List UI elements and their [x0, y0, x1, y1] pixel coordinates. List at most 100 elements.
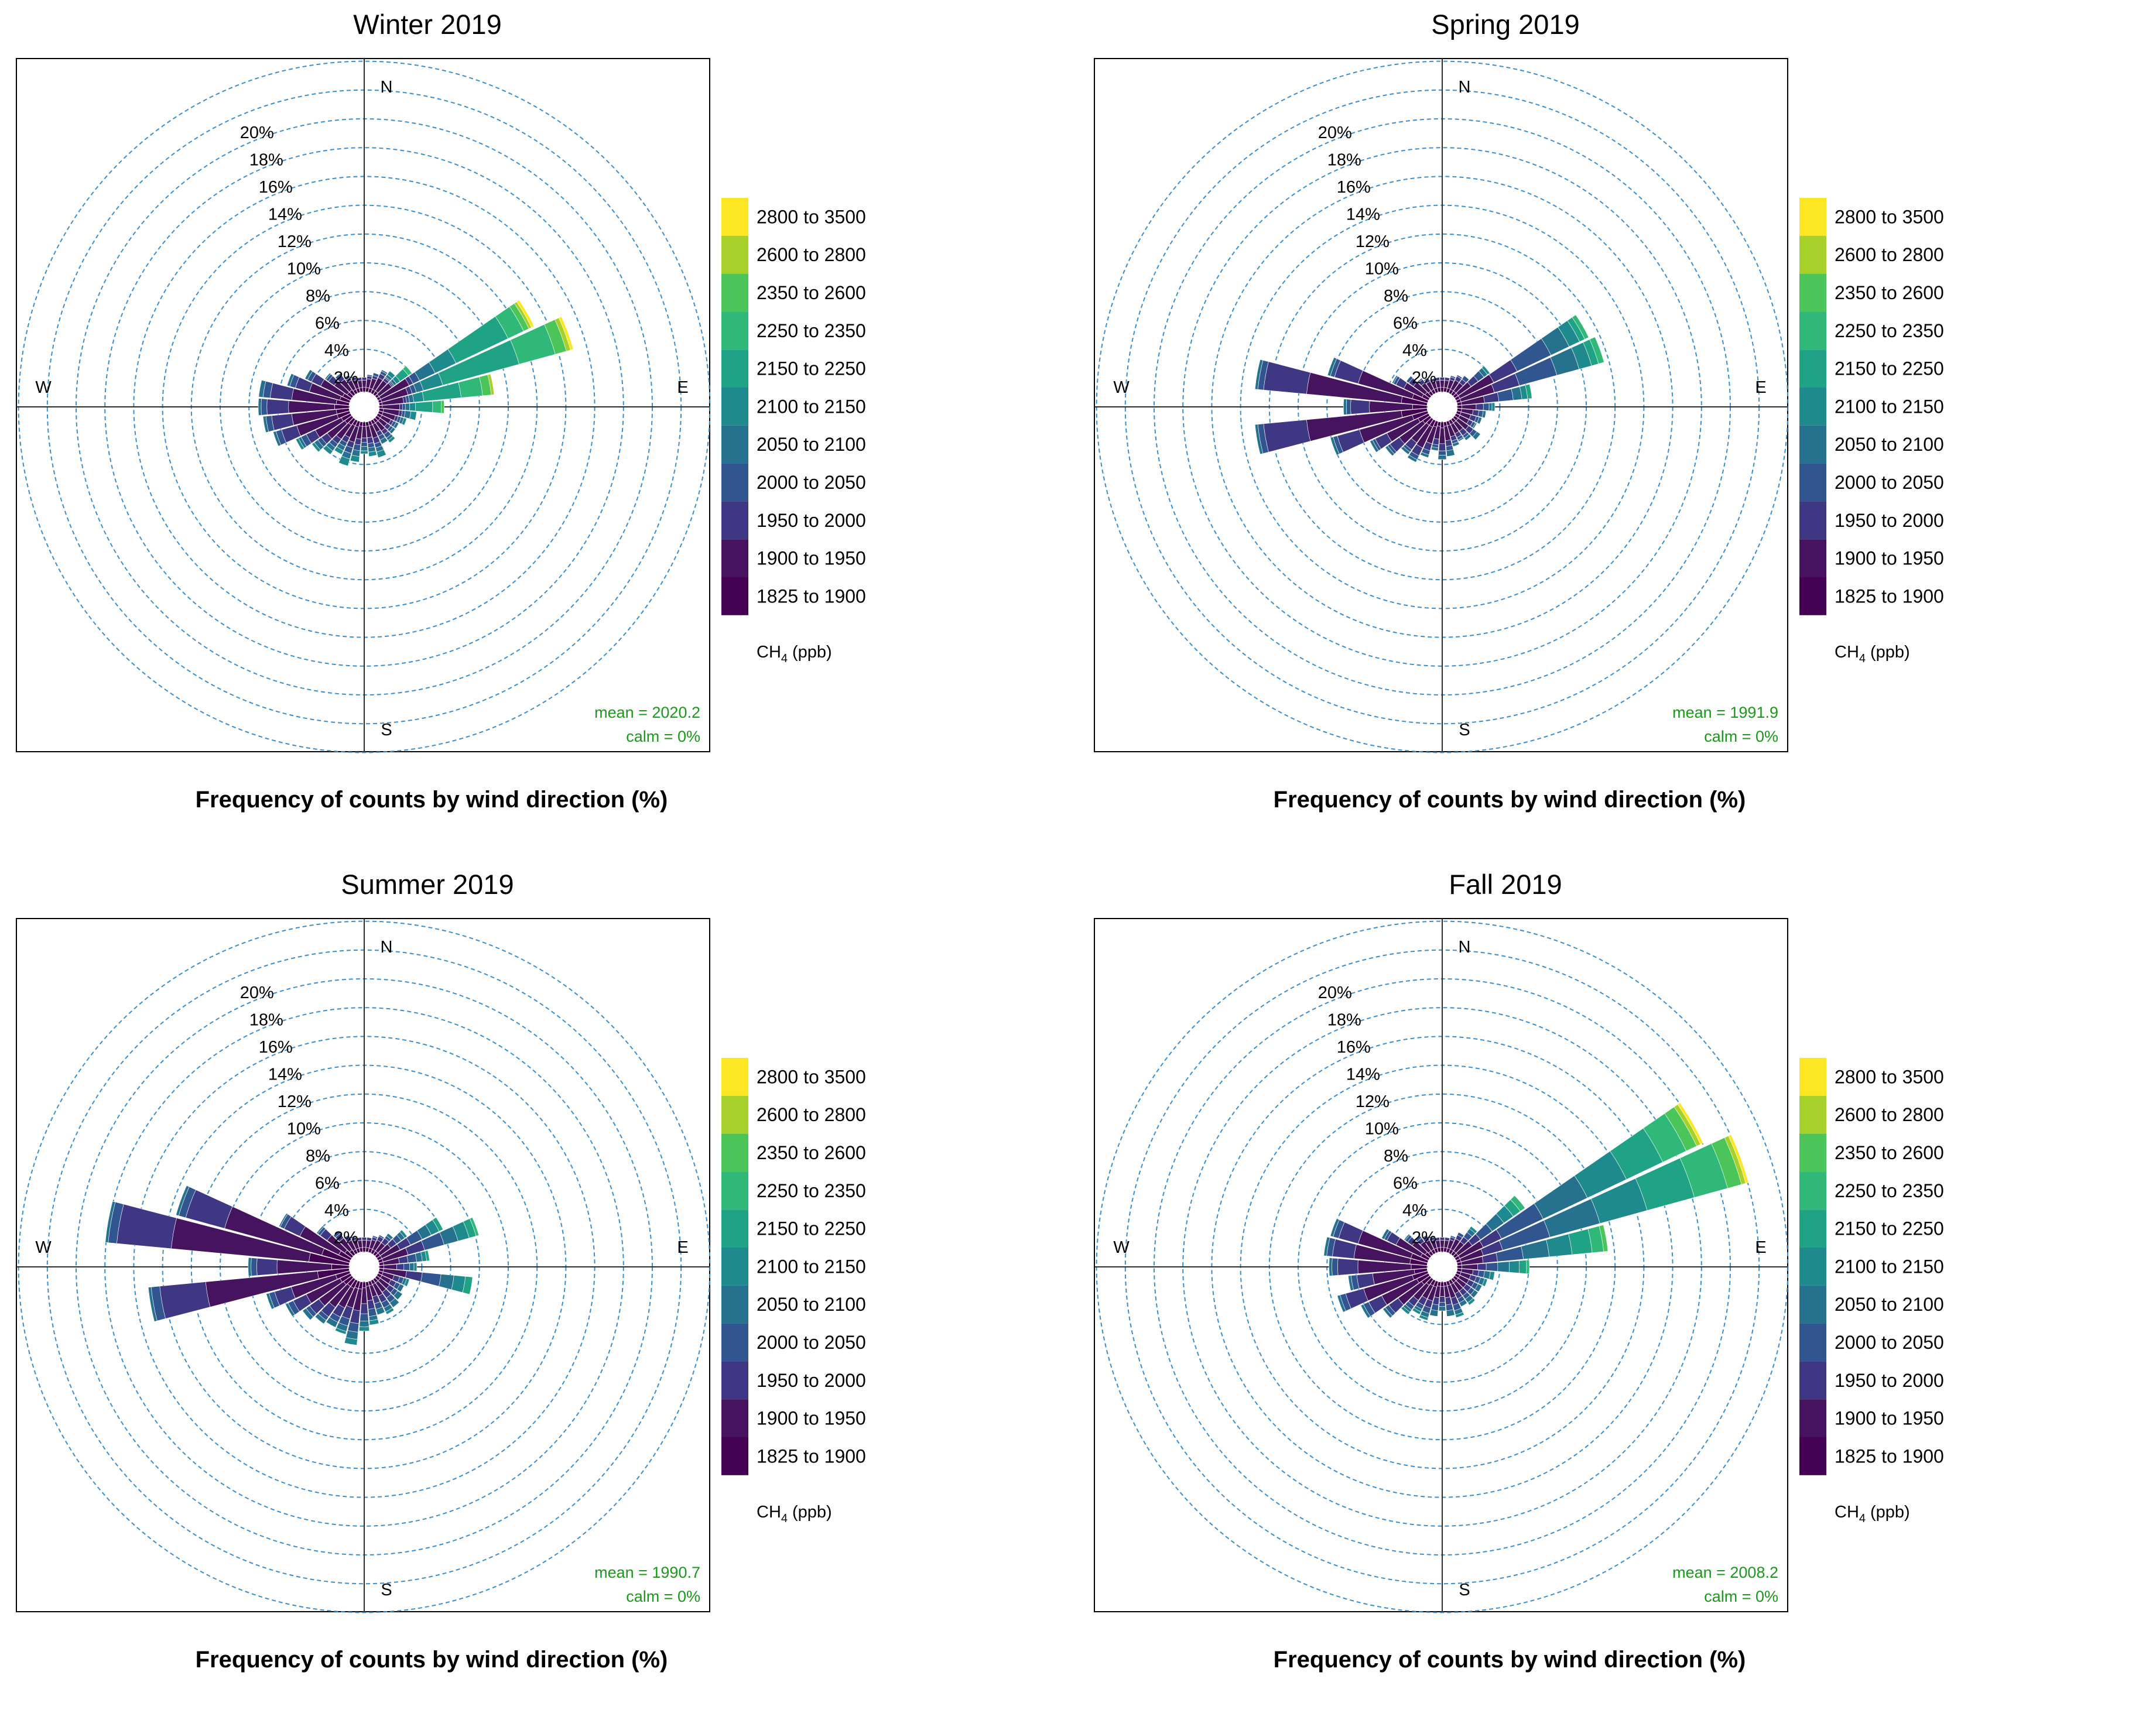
legend-label-6: 2150 to 2250 [757, 1218, 866, 1239]
tick-label-12: 12% [278, 1092, 312, 1111]
petal-350-bin-2 [356, 377, 362, 382]
petal-180-bin-0 [362, 422, 367, 427]
petal-330 [1422, 1235, 1436, 1255]
tick-label-14: 14% [1346, 1065, 1380, 1084]
petal-70-bin-10 [558, 316, 574, 351]
petal-20-bin-3 [372, 1235, 378, 1239]
petal-320 [1417, 378, 1434, 396]
tick-label-4: 4% [1402, 341, 1427, 360]
petal-150-bin-4 [1457, 437, 1464, 442]
legend-swatch-8 [1799, 273, 1826, 312]
mean-label: mean = 1991.9 [1672, 704, 1778, 721]
petal-110 [1456, 1270, 1488, 1287]
petal-250-bin-4 [273, 431, 282, 447]
tick-labels: 2% 4% 6% 8% 10% 12% 14% 16% 18% 20% [1318, 124, 1436, 388]
petal-320 [333, 1231, 356, 1256]
petal-50 [375, 365, 412, 399]
legend-label-2: 1950 to 2000 [1835, 510, 1944, 531]
legend-label-9: 2600 to 2800 [757, 1104, 866, 1125]
legend-swatch-2 [721, 1361, 748, 1400]
petals [105, 1185, 480, 1345]
petal-360-bin-1 [362, 380, 367, 388]
petal-210 [334, 419, 358, 455]
petal-60-bin-7 [1572, 314, 1589, 340]
legend-swatch-6 [721, 1210, 748, 1248]
petal-100-bin-5 [409, 411, 417, 421]
petal-210 [326, 1279, 358, 1328]
legend-label-8: 2350 to 2600 [1835, 1142, 1944, 1163]
petal-140 [372, 417, 396, 443]
petal-100-bin-5 [1488, 1271, 1495, 1281]
tick-label-8: 8% [1384, 287, 1408, 306]
petal-20 [368, 1235, 378, 1253]
petal-340 [1428, 1235, 1439, 1253]
petal-300 [1381, 1228, 1431, 1261]
petal-10 [1443, 377, 1450, 393]
petal-260 [1254, 408, 1428, 455]
petal-270-bin-3 [1332, 1258, 1339, 1276]
petal-330-bin-3 [1422, 1235, 1428, 1239]
petal-60-bin-10 [1677, 1102, 1704, 1145]
petal-360-bin-2 [361, 377, 367, 381]
petal-110-bin-5 [401, 417, 407, 426]
petal-360 [1439, 377, 1445, 392]
petal-300-bin-4 [278, 1212, 288, 1228]
petal-100-bin-6 [462, 1276, 473, 1295]
calm-circle [1428, 392, 1457, 422]
petal-90 [379, 1262, 417, 1272]
petal-280-bin-4 [105, 1201, 116, 1243]
petal-90-bin-3 [1486, 1262, 1498, 1272]
petal-90-bin-0 [1457, 405, 1462, 409]
petal-320-bin-3 [333, 1231, 341, 1238]
petal-140-bin-5 [388, 436, 396, 443]
petal-90-bin-3 [403, 1263, 410, 1271]
petal-240 [285, 1273, 353, 1317]
petal-230 [312, 415, 354, 453]
tick-label-4: 4% [324, 341, 349, 360]
petal-130-bin-4 [393, 1290, 403, 1300]
petal-240 [1370, 413, 1431, 453]
tick-label-12: 12% [1356, 1092, 1390, 1111]
petal-340-bin-3 [350, 375, 357, 379]
petal-290-bin-4 [176, 1185, 190, 1217]
tick-label-18: 18% [1327, 1010, 1361, 1029]
petal-350 [1434, 377, 1441, 393]
petal-250 [273, 410, 351, 447]
petal-290 [176, 1185, 351, 1263]
petal-20 [1446, 375, 1456, 393]
windrose-panel-summer: Summer 2019 2% 4% 6% 8% 10% 12% 14% 16% 18% 20% N S W… [0, 860, 1078, 1720]
tick-label-20: 20% [1318, 984, 1352, 1002]
tick-label-18: 18% [249, 150, 283, 169]
legend-label-0: 1825 to 1900 [757, 1445, 866, 1467]
petal-90-bin-4 [1488, 402, 1493, 412]
legend-label-3: 2000 to 2050 [1835, 1332, 1944, 1353]
petal-170-bin-5 [369, 1319, 379, 1325]
petal-90 [1457, 402, 1495, 412]
petal-10-bin-2 [1444, 377, 1450, 382]
petal-310 [316, 1225, 354, 1259]
legend-label-4: 2050 to 2100 [757, 434, 866, 455]
legend: 2800 to 3500 2600 to 2800 2350 to 2600 2250… [1799, 198, 1944, 665]
petal-190-bin-5 [350, 454, 360, 462]
petal-200 [334, 1280, 361, 1335]
petal-330 [344, 375, 358, 395]
calm-label: calm = 0% [626, 1588, 700, 1605]
petal-240 [295, 413, 353, 450]
petal-50 [1453, 365, 1490, 399]
legend-swatch-0 [721, 577, 748, 615]
tick-label-14: 14% [268, 205, 302, 224]
tick-label-2: 2% [334, 368, 358, 387]
petal-110 [378, 410, 407, 426]
petal-200 [338, 420, 361, 467]
legend-swatch-7 [1799, 1171, 1826, 1210]
legend-label-2: 1950 to 2000 [757, 510, 866, 531]
windrose-svg: Winter 2019 2% 4% 6% 8% 10% 12% 14% 16% 18% 20% N S W… [16, 9, 866, 813]
petal-20-bin-3 [1450, 1235, 1456, 1239]
compass-e: E [1755, 378, 1766, 397]
petal-310-bin-4 [324, 372, 331, 381]
petal-120-bin-4 [1474, 1283, 1483, 1293]
petal-320-bin-3 [1417, 378, 1423, 383]
legend-swatch-3 [1799, 463, 1826, 502]
petal-180-bin-4 [1438, 1306, 1446, 1311]
